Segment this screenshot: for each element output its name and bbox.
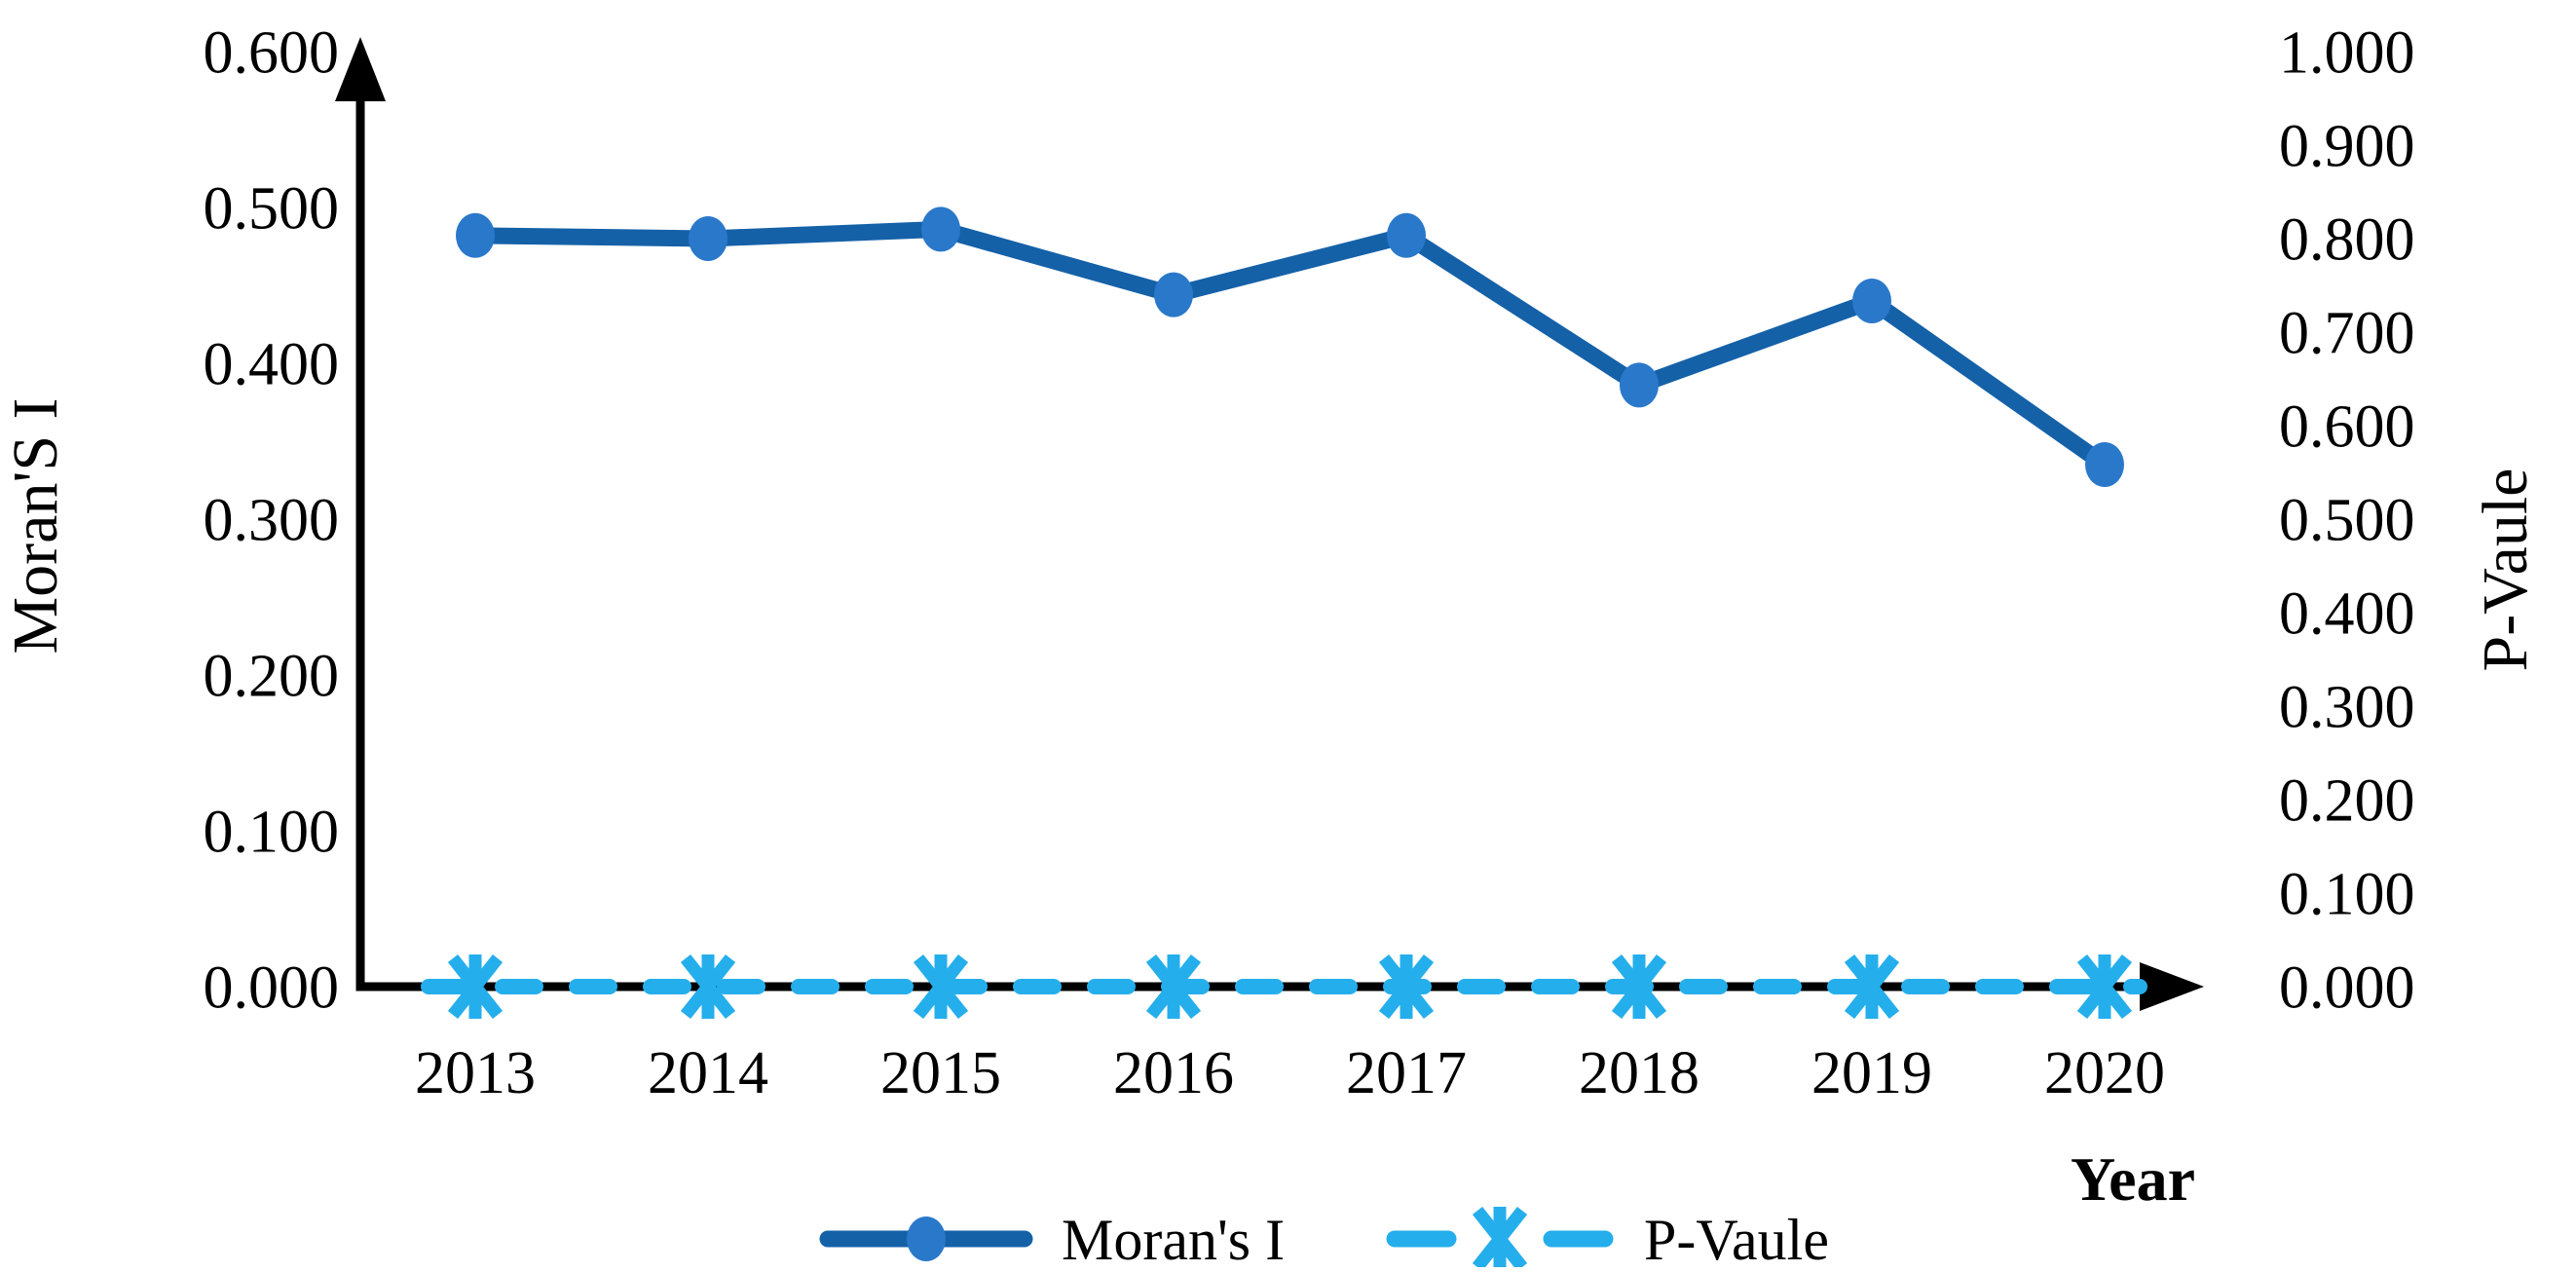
pvalue-asterisk-marker bbox=[680, 954, 736, 1020]
x-axis-tick-label: 2014 bbox=[648, 1040, 768, 1106]
x-axis-tick-label: 2017 bbox=[1346, 1040, 1467, 1106]
right-axis-tick-label: 0.900 bbox=[2279, 114, 2415, 180]
moran-circle-marker bbox=[2085, 442, 2124, 487]
moran-circle-marker bbox=[456, 212, 495, 258]
pvalue-asterisk-marker bbox=[2076, 954, 2133, 1020]
x-axis-tick-label: 2018 bbox=[1579, 1040, 1699, 1106]
left-axis-tick-label: 0.200 bbox=[204, 644, 340, 710]
left-axis-tick-label: 0.400 bbox=[204, 332, 340, 398]
legend-pvalue-asterisk bbox=[1472, 1206, 1528, 1272]
moran-circle-marker bbox=[1620, 362, 1659, 408]
right-axis-tick-label: 0.500 bbox=[2279, 488, 2415, 554]
moran-circle-marker bbox=[689, 216, 728, 261]
pvalue-asterisk-marker bbox=[447, 954, 504, 1020]
legend-pvalue-asterisk-icon bbox=[1472, 1206, 1528, 1272]
legend-moran-circle-icon bbox=[907, 1216, 946, 1261]
pvalue-asterisk-marker bbox=[913, 954, 969, 1020]
right-axis-tick-label: 1.000 bbox=[2279, 20, 2415, 87]
left-axis-tick-label: 0.300 bbox=[204, 488, 340, 554]
x-axis-title: Year bbox=[2071, 1144, 2195, 1214]
left-axis-tick-labels: 0.600 0.500 0.400 0.300 0.200 0.100 0.000 bbox=[204, 20, 340, 1022]
legend-pvalue-label: P-Vaule bbox=[1644, 1208, 1829, 1267]
pvalue-series bbox=[421, 954, 2147, 1020]
x-axis-tick-labels: 2013 2014 2015 2016 2017 2018 2019 2020 bbox=[415, 1040, 2165, 1106]
moran-circle-marker bbox=[1852, 279, 1891, 323]
legend: Moran's I P-Vaule bbox=[819, 1206, 1829, 1272]
moran-circle-marker bbox=[921, 206, 960, 252]
legend-moran-label: Moran's I bbox=[1062, 1208, 1285, 1267]
moran-circle-marker bbox=[1154, 272, 1193, 318]
right-axis-tick-label: 0.400 bbox=[2279, 581, 2415, 648]
x-axis-tick-label: 2016 bbox=[1113, 1040, 1234, 1106]
left-axis-tick-label: 0.600 bbox=[204, 20, 340, 87]
right-axis-tick-label: 0.600 bbox=[2279, 394, 2415, 461]
pvalue-asterisk-marker bbox=[1378, 954, 1435, 1020]
right-axis-tick-labels: 1.000 0.900 0.800 0.700 0.600 0.500 0.400 0.300… bbox=[2279, 20, 2415, 1022]
pvalue-asterisk-marker bbox=[1611, 954, 1667, 1020]
right-axis-tick-label: 0.700 bbox=[2279, 301, 2415, 367]
left-axis-tick-label: 0.500 bbox=[204, 176, 340, 243]
axes-lines bbox=[355, 93, 2143, 991]
x-axis-arrowhead-icon bbox=[2140, 962, 2204, 1011]
right-axis-tick-label: 0.100 bbox=[2279, 862, 2415, 928]
y-axis-arrowhead-icon bbox=[335, 37, 386, 101]
right-axis-tick-label: 0.800 bbox=[2279, 207, 2415, 274]
pvalue-asterisk-marker bbox=[1145, 954, 1202, 1020]
moran-line bbox=[474, 220, 2109, 471]
right-axis-title: P-Vaule bbox=[2470, 468, 2541, 672]
x-axis-tick-label: 2013 bbox=[415, 1040, 536, 1106]
x-axis-tick-label: 2015 bbox=[880, 1040, 1001, 1106]
right-axis-tick-label: 0.200 bbox=[2279, 768, 2415, 835]
left-axis-title: Moran'S I bbox=[0, 397, 71, 654]
pvalue-asterisk-marker bbox=[1844, 954, 1900, 1020]
left-axis-tick-label: 0.000 bbox=[204, 955, 340, 1022]
right-axis-tick-label: 0.300 bbox=[2279, 675, 2415, 741]
x-axis-tick-label: 2019 bbox=[1811, 1040, 1932, 1106]
left-axis-tick-label: 0.100 bbox=[204, 800, 340, 866]
moran-circle-marker bbox=[1387, 212, 1426, 258]
right-axis-tick-label: 0.000 bbox=[2279, 955, 2415, 1022]
x-axis-tick-label: 2020 bbox=[2044, 1040, 2165, 1106]
moran-series bbox=[456, 206, 2124, 487]
